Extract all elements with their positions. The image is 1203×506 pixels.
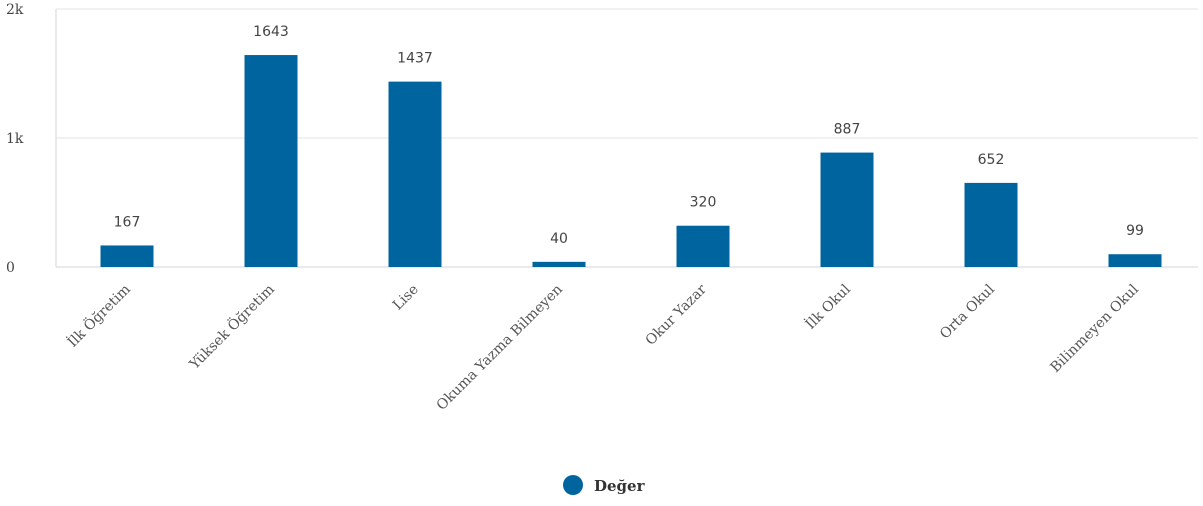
- data-label: 99: [1126, 223, 1144, 239]
- data-label: 1437: [397, 51, 433, 67]
- x-tick-label: Orta Okul: [937, 281, 998, 342]
- y-tick-label: 1k: [6, 131, 24, 147]
- data-labels: 167 1643 1437 40 320 887 652 99: [114, 24, 1144, 247]
- gridlines: [55, 8, 1198, 268]
- bar[interactable]: [964, 182, 1018, 267]
- legend-label[interactable]: Değer: [594, 477, 646, 495]
- bar[interactable]: [388, 81, 442, 267]
- x-axis-ticks: İlk Öğretim Yüksek Öğretim Lise Okuma Yazma…: [63, 280, 1142, 414]
- x-tick-label: Lise: [390, 282, 422, 314]
- bar[interactable]: [100, 245, 154, 267]
- x-tick-label: İlk Öğretim: [63, 280, 134, 351]
- x-tick-label: Yüksek Öğretim: [185, 280, 278, 373]
- y-axis-ticks: 0 1k 2k: [6, 2, 24, 276]
- x-tick-label: Okur Yazar: [643, 281, 710, 348]
- x-tick-label: İlk Okul: [801, 280, 854, 333]
- y-tick-label: 0: [6, 260, 15, 276]
- data-label: 652: [978, 152, 1005, 168]
- data-label: 320: [690, 195, 717, 211]
- y-tick-label: 2k: [6, 2, 24, 18]
- bar[interactable]: [244, 55, 298, 267]
- data-label: 1643: [253, 24, 289, 40]
- bar[interactable]: [676, 225, 730, 267]
- legend-marker-icon[interactable]: [563, 475, 583, 495]
- bar[interactable]: [532, 261, 586, 267]
- x-tick-label: Okuma Yazma Bilmeyen: [434, 282, 566, 414]
- bar[interactable]: [1108, 254, 1162, 267]
- data-label: 167: [114, 214, 141, 230]
- bars: [100, 55, 1162, 267]
- bar[interactable]: [820, 152, 874, 267]
- x-tick-label: Bilinmeyen Okul: [1047, 281, 1142, 376]
- data-label: 40: [550, 231, 568, 247]
- data-label: 887: [834, 122, 861, 138]
- legend[interactable]: Değer: [563, 475, 646, 495]
